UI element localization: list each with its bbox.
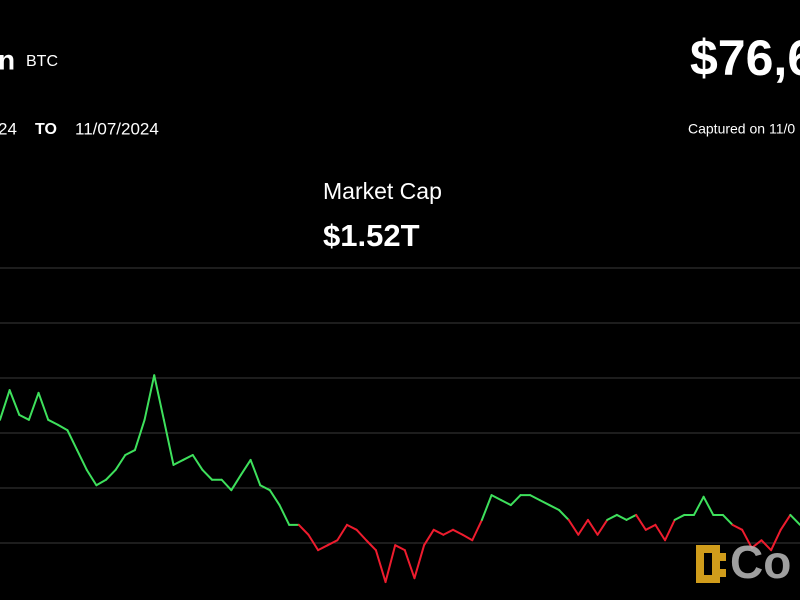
price-segment — [8, 389, 21, 416]
price-segment — [124, 449, 136, 456]
price-segment — [664, 518, 676, 542]
price-segment — [172, 458, 185, 466]
price-segment — [635, 513, 647, 531]
price-segment — [452, 528, 464, 536]
price-segment — [365, 539, 377, 552]
price-segment — [105, 468, 117, 481]
price-segment — [249, 458, 262, 487]
price-segment — [201, 468, 214, 481]
date-from: 24 — [0, 119, 17, 138]
price-segment — [702, 495, 715, 516]
price-segment — [529, 494, 541, 502]
price-segment — [394, 544, 406, 552]
price-segment — [606, 513, 618, 521]
price-segment — [0, 389, 11, 421]
price-segment — [230, 473, 242, 492]
price-segment — [182, 454, 194, 461]
price-segment — [423, 528, 435, 547]
date-to: 11/07/2024 — [75, 119, 159, 138]
price-segment — [615, 513, 628, 521]
price-segment — [538, 499, 551, 507]
captured: Captured on 11/0 — [688, 121, 795, 137]
price-segment — [162, 418, 175, 466]
price-segment — [239, 458, 252, 476]
price-segment — [133, 418, 146, 452]
plot — [0, 267, 800, 584]
price-segment — [673, 513, 686, 521]
price-segment — [278, 504, 291, 526]
price-segment — [374, 549, 387, 584]
price-segment — [789, 513, 800, 526]
price-segment — [500, 499, 512, 507]
logo-text: Co — [730, 536, 791, 588]
price-segment — [654, 523, 667, 542]
price-segment — [625, 513, 638, 521]
price-segment — [114, 454, 127, 471]
price-segment — [770, 528, 782, 552]
price-segment — [76, 449, 88, 471]
price-segment — [307, 533, 320, 552]
price-segment — [85, 468, 98, 487]
price-segment — [345, 523, 358, 531]
price-segment — [432, 528, 445, 536]
price-segment — [317, 544, 329, 552]
price-segment — [480, 494, 493, 521]
ticker: BTC — [26, 53, 58, 70]
price-segment — [760, 539, 773, 552]
price-segment — [95, 478, 108, 487]
price-segment — [721, 513, 734, 526]
price-segment — [442, 528, 455, 536]
price-segment — [268, 489, 281, 507]
price-segment — [18, 413, 30, 421]
price-segment — [471, 518, 483, 542]
price-segment — [692, 495, 705, 516]
price-segment — [577, 518, 589, 536]
price-segment — [259, 484, 271, 492]
price-segment — [297, 523, 310, 536]
price-segment — [413, 544, 426, 580]
price-segment — [403, 549, 416, 580]
to-label: TO — [35, 121, 57, 138]
price: $76,6 — [690, 30, 800, 86]
price-segment — [558, 509, 570, 521]
price-segment — [37, 391, 50, 421]
price-segment — [586, 518, 599, 536]
asset-name: n — [0, 44, 15, 75]
price-segment — [750, 539, 763, 549]
price-segment — [548, 504, 561, 511]
price-segment — [741, 528, 753, 549]
price-segment — [56, 423, 69, 432]
price-segment — [336, 523, 348, 542]
price-segment — [384, 544, 397, 584]
price-segment — [461, 533, 474, 542]
price-segment — [509, 494, 522, 507]
price-segment — [644, 523, 657, 531]
price-segment — [47, 418, 59, 426]
logo-icon — [696, 545, 726, 583]
metric-label: Market Cap — [323, 178, 442, 204]
price-segment — [326, 539, 339, 547]
price-segment — [567, 518, 580, 536]
price-segment — [27, 391, 40, 421]
price-segment — [490, 494, 503, 502]
price-segment — [153, 374, 165, 421]
price-segment — [220, 478, 233, 492]
metric-value: $1.52T — [323, 218, 420, 253]
price-segment — [191, 454, 204, 471]
price-segment — [596, 518, 609, 536]
price-segment — [66, 429, 79, 452]
price-segment — [779, 513, 792, 531]
price-segment — [143, 374, 156, 421]
price-segment — [731, 523, 744, 531]
price-segment — [355, 528, 368, 542]
logo: Co — [696, 536, 791, 588]
